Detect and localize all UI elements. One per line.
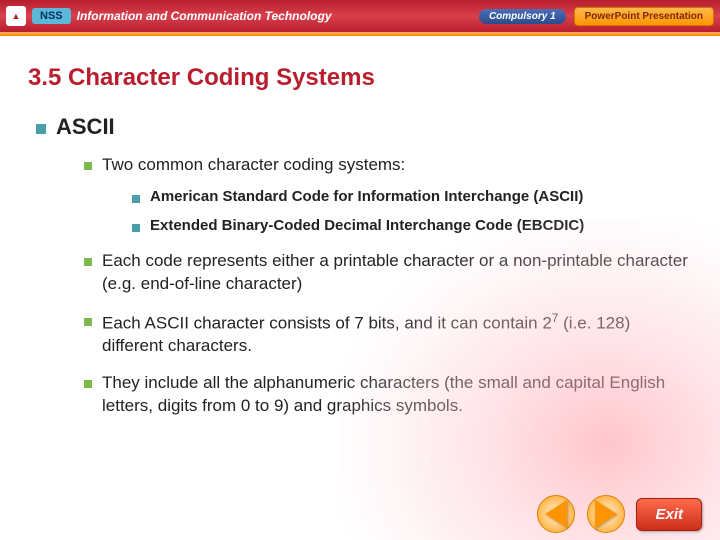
bullet-l3-a: American Standard Code for Information I… bbox=[132, 187, 692, 207]
slide-content: 3.5 Character Coding Systems ASCII Two c… bbox=[0, 36, 720, 488]
bullet-square-icon bbox=[132, 224, 140, 232]
next-arrow-icon bbox=[587, 495, 625, 533]
l2c-text: Each ASCII character consists of 7 bits,… bbox=[102, 310, 692, 359]
bullet-square-icon bbox=[36, 124, 46, 134]
l2c-pre: Each ASCII character consists of 7 bits,… bbox=[102, 313, 552, 332]
l3b-text: Extended Binary-Coded Decimal Interchang… bbox=[150, 216, 584, 236]
bullet-square-icon bbox=[84, 258, 92, 266]
powerpoint-badge: PowerPoint Presentation bbox=[574, 7, 714, 26]
bullet-square-icon bbox=[132, 195, 140, 203]
l2b-text: Each code represents either a printable … bbox=[102, 250, 692, 296]
compulsory-badge: Compulsory 1 bbox=[479, 9, 566, 24]
bullet-l2-intro: Two common character coding systems: bbox=[84, 154, 692, 177]
bullet-square-icon bbox=[84, 380, 92, 388]
bullet-l3-b: Extended Binary-Coded Decimal Interchang… bbox=[132, 216, 692, 236]
l3a-text: American Standard Code for Information I… bbox=[150, 187, 583, 207]
brand-badge: NSS bbox=[32, 8, 71, 24]
exit-button[interactable]: Exit bbox=[636, 498, 702, 531]
bullet-square-icon bbox=[84, 162, 92, 170]
footer-nav: Exit bbox=[0, 488, 720, 540]
bullet-l1: ASCII bbox=[36, 114, 692, 140]
prev-arrow-icon bbox=[537, 495, 575, 533]
header-bar: ▲ NSS Information and Communication Tech… bbox=[0, 0, 720, 32]
bullet-square-icon bbox=[84, 318, 92, 326]
l2d-text: They include all the alphanumeric charac… bbox=[102, 372, 692, 418]
l1-text: ASCII bbox=[56, 114, 115, 140]
prev-button[interactable] bbox=[536, 494, 576, 534]
section-heading: 3.5 Character Coding Systems bbox=[28, 64, 692, 92]
bullet-l2-c: Each ASCII character consists of 7 bits,… bbox=[84, 310, 692, 359]
next-button[interactable] bbox=[586, 494, 626, 534]
header-title: Information and Communication Technology bbox=[77, 9, 479, 23]
l2-intro-text: Two common character coding systems: bbox=[102, 154, 405, 177]
bullet-l2-d: They include all the alphanumeric charac… bbox=[84, 372, 692, 418]
bullet-l2-b: Each code represents either a printable … bbox=[84, 250, 692, 296]
publisher-logo: ▲ bbox=[6, 6, 26, 26]
